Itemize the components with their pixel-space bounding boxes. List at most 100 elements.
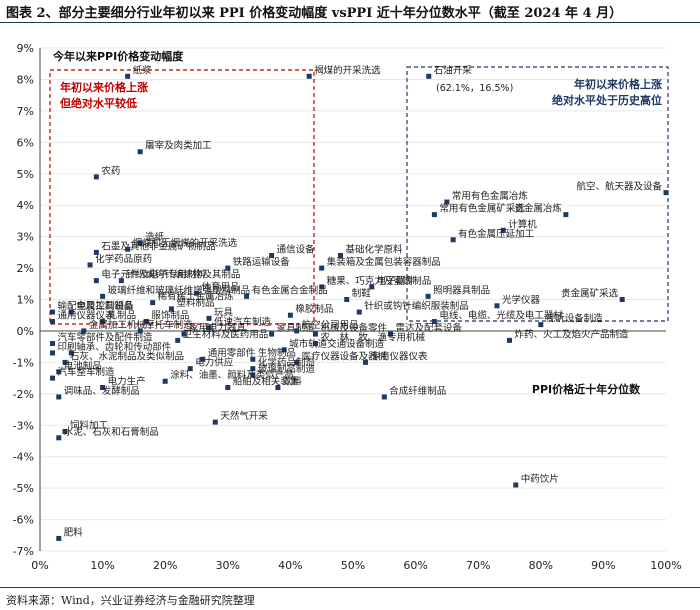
point-label: 照明器具制品 (433, 284, 490, 296)
point-label: 通信设备 (277, 243, 316, 255)
data-point (513, 482, 519, 488)
data-point (50, 375, 56, 381)
point-label: 视听设备制造 (546, 313, 604, 325)
data-point (100, 385, 106, 391)
point-label: 针织或钩针编织服装制品 (364, 300, 469, 312)
point-label: 汽车零部件及配件制造 (58, 332, 154, 344)
point-label: 集装箱及金属包装容器制品 (327, 256, 441, 268)
point-label: 中药饮片 (521, 473, 559, 485)
data-point (225, 385, 231, 391)
point-label: 天然气开采 (220, 410, 268, 422)
data-point (162, 378, 168, 384)
y-tick-label: -7% (13, 545, 34, 558)
data-point (206, 315, 212, 321)
data-point (137, 240, 143, 246)
data-point (312, 341, 318, 347)
point-label: 烟煤和无烟煤的开采洗选 (133, 237, 238, 249)
y-tick-label: -1% (13, 356, 34, 369)
data-point (494, 303, 500, 309)
data-point (50, 350, 56, 356)
x-tick-label: 70% (466, 559, 490, 572)
point-label: 船舶及相关装置 (233, 376, 300, 388)
data-point (319, 265, 325, 271)
data-point (563, 212, 569, 218)
data-point (187, 366, 193, 372)
point-label: 金属工具制品 (76, 300, 133, 312)
y-tick-label: -3% (13, 419, 34, 432)
data-point (200, 356, 206, 362)
y-tick-label: 1% (17, 294, 34, 307)
data-point (312, 331, 318, 337)
point-label: 贵金属冶炼 (514, 203, 562, 215)
point-label: 糖果、巧克力及蜜饯制品 (327, 275, 432, 287)
data-point (50, 309, 56, 315)
point-label: 石油开采 (434, 64, 473, 76)
data-point (275, 385, 281, 391)
data-point (426, 73, 432, 79)
point-label: 玩具 (214, 307, 234, 318)
point-label: 专用仪器仪表 (371, 350, 429, 362)
data-point (287, 312, 293, 318)
y-tick-label: 6% (17, 136, 34, 149)
data-point (663, 190, 669, 196)
y-tick-label: 2% (17, 262, 34, 275)
point-label: 农、林、牧、渔专用机械 (320, 332, 425, 344)
point-label: 橡胶制品 (295, 303, 333, 315)
point-label: 印刷 (58, 341, 77, 353)
point-label: 制鞋 (352, 288, 372, 300)
point-label: 合成纤维制品 (389, 385, 446, 397)
point-label: 石灰、水泥制品及类似制品 (70, 350, 184, 362)
y-axis-title: 今年以来PPI价格变动幅度 (52, 49, 184, 63)
point-label: 通用仪器仪表 (58, 310, 116, 322)
y-tick-label: -6% (13, 514, 34, 527)
point-label: 摩托车制造 (145, 319, 193, 331)
point-label: 玻璃制品制造 (258, 363, 316, 375)
y-tick-label: 9% (17, 42, 34, 55)
x-tick-label: 60% (403, 559, 427, 572)
data-point (337, 252, 343, 258)
data-point (81, 328, 87, 334)
point-label: 塑料制品 (176, 297, 214, 309)
right-box-label-line1: 年初以来价格上涨 (574, 77, 662, 91)
point-label: 电子元件及电子专用材料 (101, 269, 206, 281)
data-point (538, 322, 544, 328)
data-point (100, 319, 106, 325)
data-point (369, 284, 375, 290)
point-label: 乳制品 (108, 310, 137, 322)
data-point (125, 246, 131, 252)
right-box-label-line2: 绝对水平处于历史高位 (552, 93, 662, 107)
data-point (250, 372, 256, 378)
point-label: 轴承、齿轮和传动部件 (76, 341, 172, 353)
data-point (93, 278, 99, 284)
y-tick-label: -4% (13, 451, 34, 464)
point-label: 航空公司用品 (302, 319, 359, 331)
point-label: 褐煤的开采洗选 (314, 64, 381, 76)
data-point (425, 293, 431, 299)
point-label: 光学仪器 (502, 294, 541, 306)
data-point (450, 237, 456, 243)
x-tick-label: 40% (278, 559, 302, 572)
data-point (294, 328, 300, 334)
y-tick-label: -2% (13, 388, 34, 401)
left-box-label-line1: 年初以来价格上涨 (60, 80, 148, 94)
y-tick-label: 4% (17, 199, 34, 212)
point-label: 农药 (101, 165, 120, 177)
data-point (250, 356, 256, 362)
chart-title: 图表 2、部分主要细分行业年初以来 PPI 价格变动幅度 vsPPI 近十年分位… (6, 6, 623, 21)
x-tick-label: 50% (341, 559, 365, 572)
oil-coordinates-note: (62.1%，16.5%) (436, 83, 513, 94)
y-tick-label: 8% (17, 73, 34, 86)
point-label: 饮料 (283, 376, 303, 388)
data-point (56, 435, 62, 441)
title-bar: 图表 2、部分主要细分行业年初以来 PPI 价格变动幅度 vsPPI 近十年分位… (0, 0, 700, 23)
left-box-label-line2: 但绝对水平较低 (59, 96, 137, 110)
point-label: 电子器件 (377, 275, 416, 287)
point-label: 有色金属合金制品 (252, 284, 328, 296)
point-label: 有色金属压延加工 (458, 228, 535, 240)
point-label: 玻璃纤维和玻璃纤维增强塑料制品 (108, 284, 251, 296)
data-point (87, 262, 93, 268)
point-label: 体育用品 (202, 281, 240, 293)
data-point (56, 535, 62, 541)
data-point (125, 73, 131, 79)
data-point (143, 319, 149, 325)
